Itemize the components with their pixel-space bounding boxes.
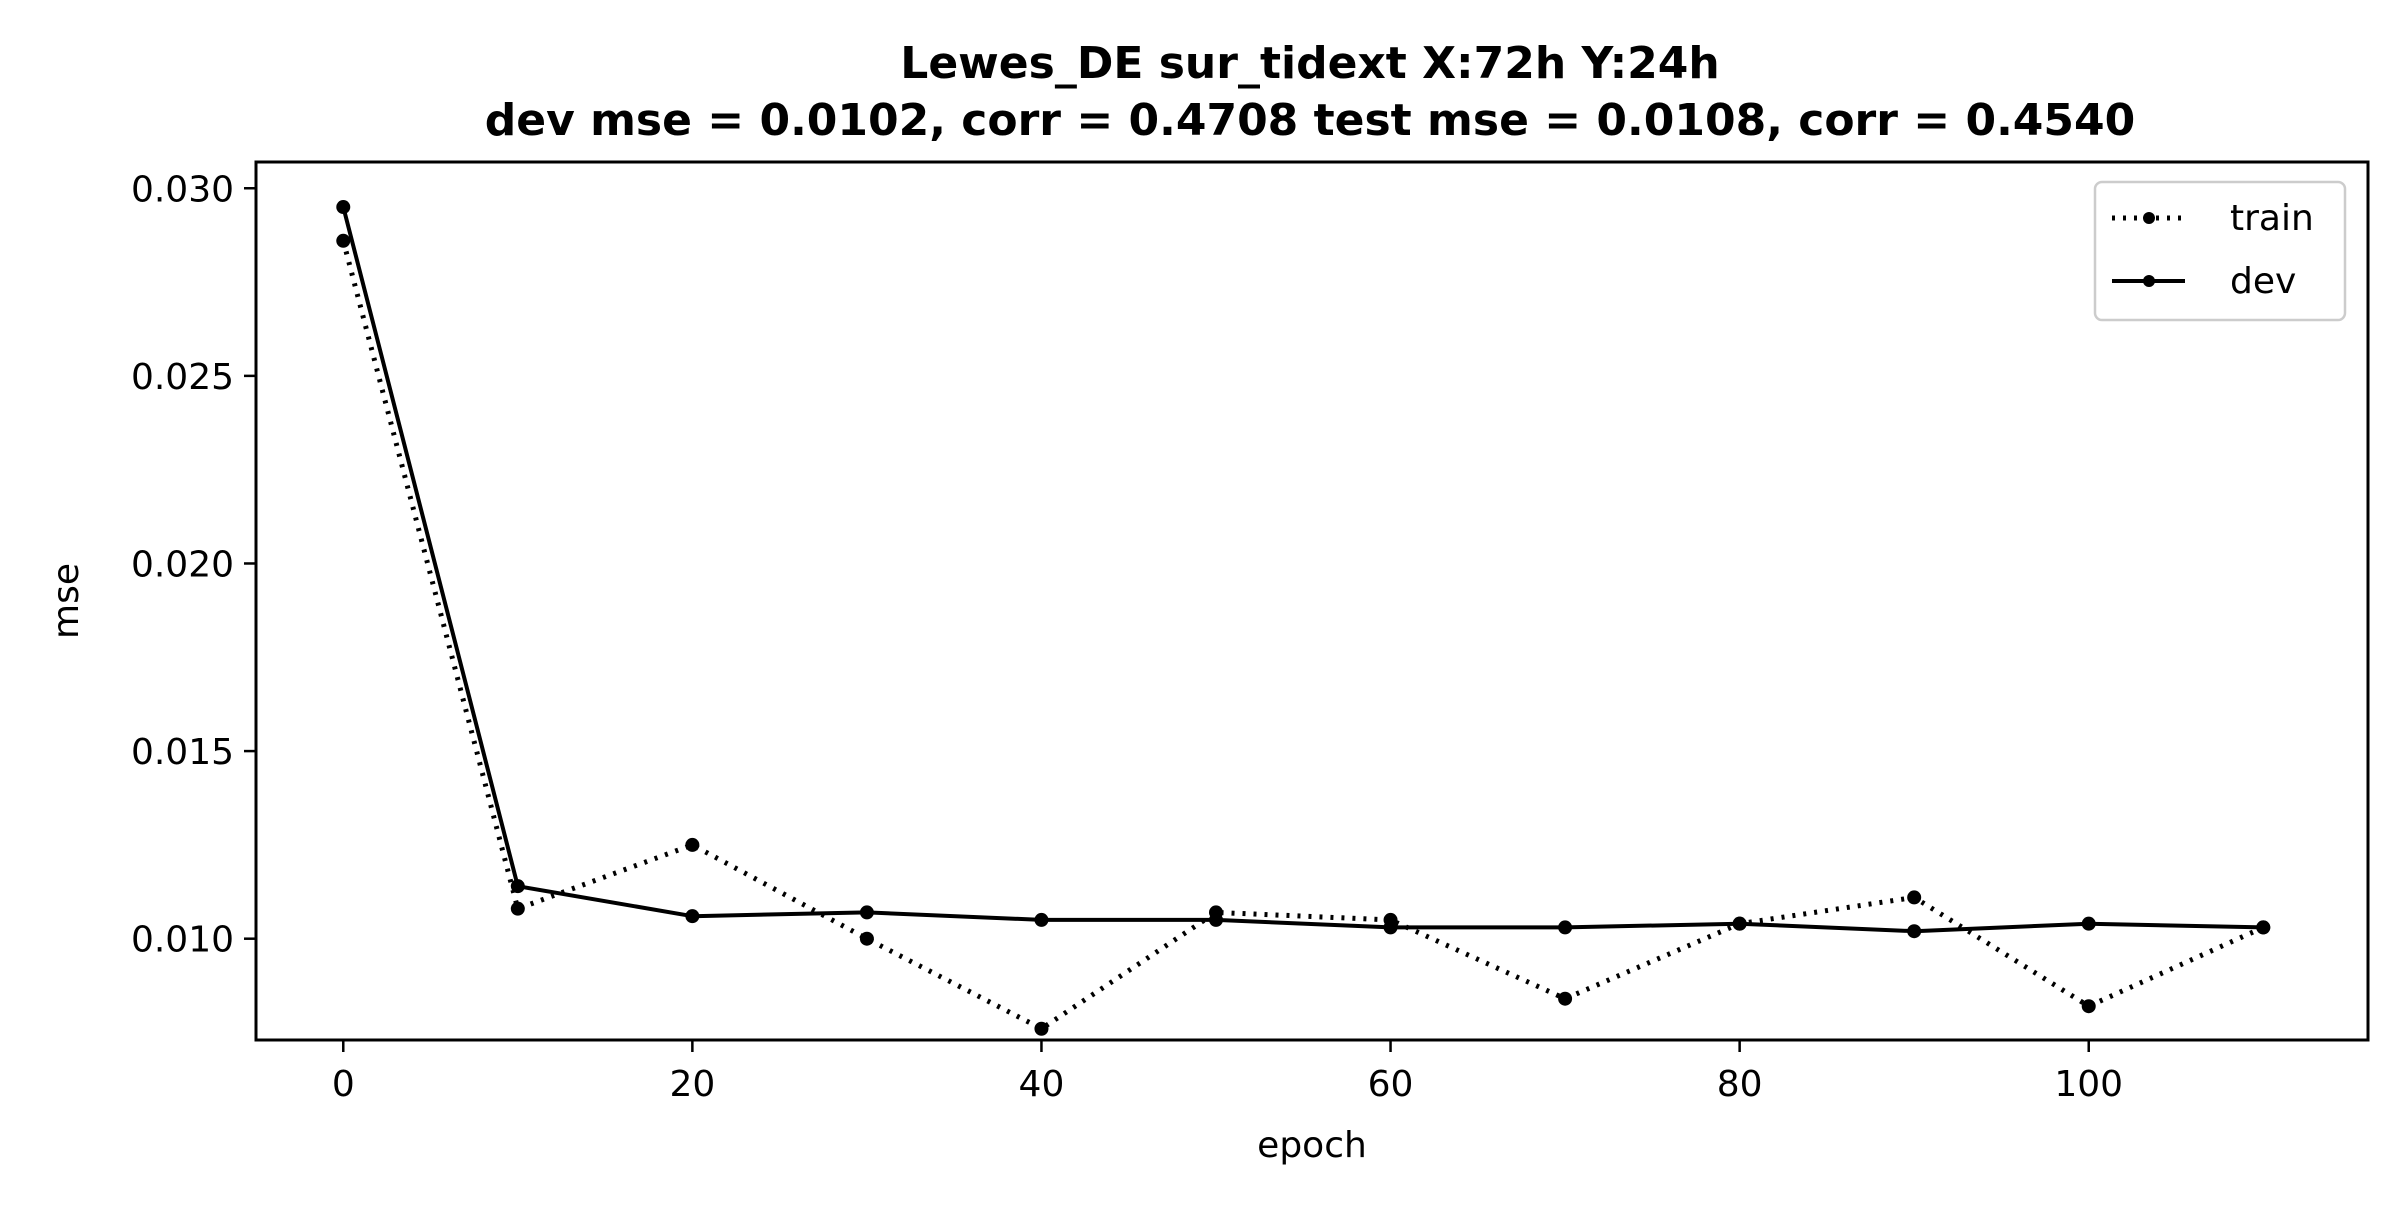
y-axis-label: mse (46, 563, 87, 639)
x-tick-label: 20 (669, 1064, 715, 1105)
data-point-dev (859, 905, 874, 920)
x-tick-label: 100 (2054, 1064, 2123, 1105)
legend-train-label: train (2230, 198, 2314, 239)
data-point-dev (336, 200, 351, 215)
y-tick-label: 0.025 (131, 357, 234, 398)
data-point-dev (510, 879, 525, 894)
data-point-train (859, 931, 874, 946)
legend: train dev (2093, 180, 2347, 322)
data-point-dev (685, 909, 700, 924)
series-layer (336, 200, 2271, 1036)
data-point-train (2081, 999, 2096, 1014)
data-point-dev (1034, 912, 1049, 927)
x-tick-label: 80 (1717, 1064, 1763, 1105)
x-tick-label: 40 (1019, 1064, 1065, 1105)
data-point-train (510, 901, 525, 916)
y-tick-label: 0.030 (131, 169, 234, 210)
y-tick-label: 0.015 (131, 732, 234, 773)
data-point-train (1907, 890, 1922, 905)
data-point-train (685, 837, 700, 852)
data-point-dev (1732, 916, 1747, 931)
plot-area-frame (254, 160, 2370, 1042)
y-axis-ticks: 0.010 0.015 0.020 0.025 0.030 (131, 169, 256, 961)
legend-train-marker (2143, 212, 2155, 224)
legend-dev-marker (2143, 275, 2155, 287)
series-line-dev (341, 206, 2264, 934)
data-point-train (1558, 991, 1573, 1006)
data-point-dev (2256, 920, 2271, 935)
legend-dev-label: dev (2230, 261, 2296, 302)
x-axis-label: epoch (1257, 1125, 1367, 1166)
x-tick-label: 60 (1368, 1064, 1414, 1105)
data-point-dev (2081, 916, 2096, 931)
chart-title-line2: dev mse = 0.0102, corr = 0.4708 test mse… (485, 95, 2136, 146)
data-point-train (1034, 1021, 1049, 1036)
x-tick-label: 0 (332, 1064, 355, 1105)
data-point-train (336, 233, 351, 248)
y-tick-label: 0.020 (131, 544, 234, 585)
y-tick-label: 0.010 (131, 920, 234, 961)
data-point-dev (1558, 920, 1573, 935)
data-point-dev (1383, 920, 1398, 935)
x-axis-ticks: 0 20 40 60 80 100 (332, 1040, 2123, 1105)
chart-title-line1: Lewes_DE sur_tidext X:72h Y:24h (900, 38, 1719, 89)
data-point-dev (1907, 924, 1922, 939)
data-point-dev (1209, 912, 1223, 927)
